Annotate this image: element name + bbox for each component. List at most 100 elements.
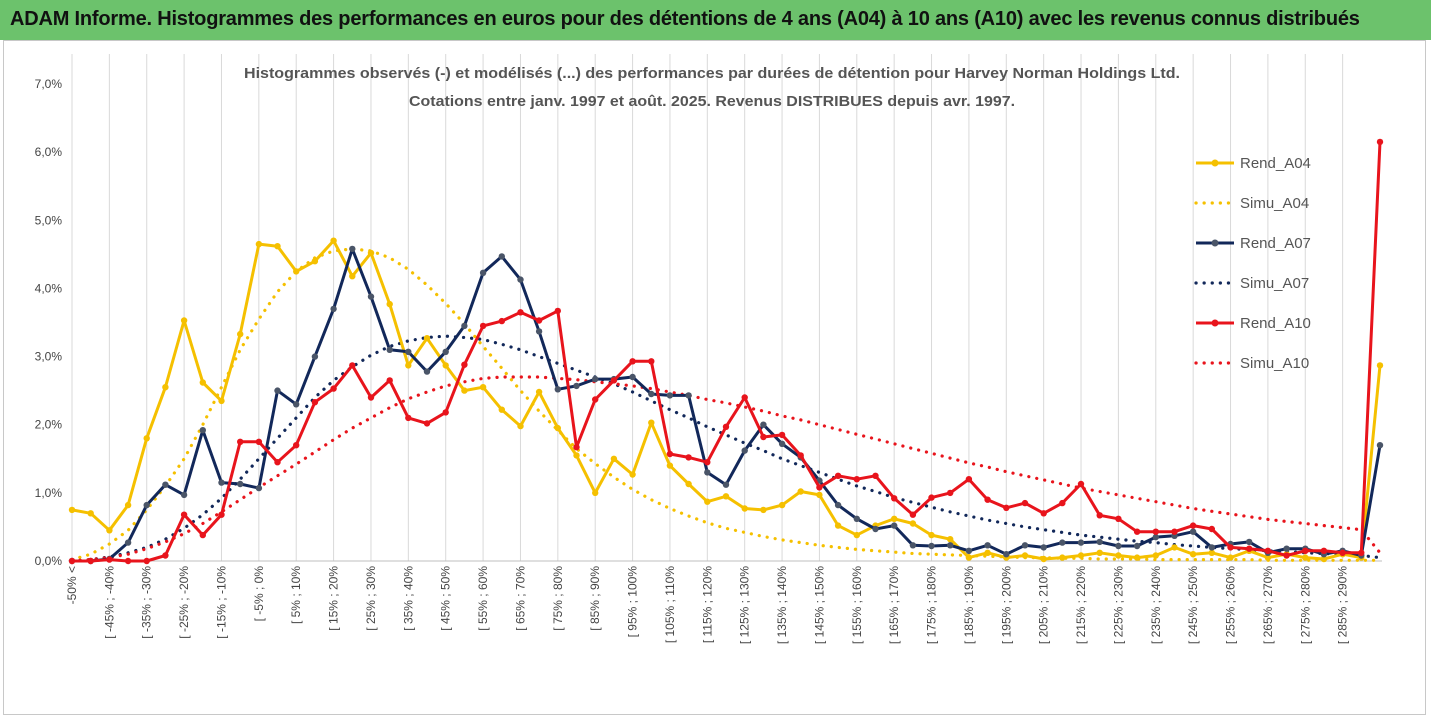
data-point [199, 531, 206, 539]
data-point [704, 469, 711, 476]
data-point [162, 384, 169, 391]
data-point [479, 384, 487, 391]
data-point [1133, 528, 1141, 535]
data-point [947, 536, 954, 543]
data-point [853, 531, 860, 539]
data-point [311, 399, 319, 406]
x-tick-label: [ 195% ; 200% [999, 566, 1013, 644]
data-point [685, 392, 692, 399]
data-point [648, 390, 655, 398]
data-point [666, 450, 674, 458]
data-point [965, 547, 973, 554]
data-point [704, 498, 711, 505]
legend-label: Rend_A04 [1240, 155, 1311, 172]
x-tick-label: [ 235% ; 240% [1149, 566, 1163, 644]
data-point [928, 531, 935, 539]
data-point [573, 452, 580, 459]
data-point [1376, 442, 1384, 449]
data-point [1246, 545, 1253, 552]
data-point [293, 442, 300, 449]
data-point [1115, 515, 1122, 522]
data-point [1189, 528, 1197, 535]
data-point [1152, 552, 1160, 559]
series-line-rend-a04 [71, 239, 1382, 561]
data-point [1208, 525, 1216, 533]
data-point [1339, 549, 1346, 556]
data-point [722, 423, 730, 430]
data-point [1040, 544, 1047, 551]
data-point [461, 387, 468, 394]
data-point [1133, 542, 1141, 550]
data-point [816, 484, 823, 491]
x-tick-label: [ 215% ; 220% [1074, 566, 1088, 644]
data-point [1171, 544, 1178, 551]
data-point [666, 392, 674, 399]
data-point [1189, 522, 1197, 529]
data-point [891, 522, 898, 529]
data-point [853, 476, 860, 483]
data-point [947, 542, 954, 549]
data-point [1227, 544, 1234, 551]
data-point [816, 491, 823, 499]
legend-label: Simu_A07 [1240, 275, 1309, 292]
x-tick-label: [ 205% ; 210% [1037, 566, 1051, 644]
data-point [741, 447, 748, 454]
legend-label: Rend_A07 [1240, 235, 1311, 252]
x-tick-label: [ -25% ; -20% [177, 566, 191, 639]
x-tick-label: [ 85% ; 90% [588, 566, 602, 631]
data-point [442, 348, 449, 355]
y-tick-label: 0,0% [35, 554, 63, 568]
x-tick-labels: -50% < [ -45% ; -40% [ -35% ; -30% [ -25% ;… [65, 566, 1350, 644]
series-line-simu-a07 [70, 334, 1382, 563]
data-point [106, 527, 113, 534]
data-point [1264, 554, 1272, 561]
data-point [648, 358, 655, 365]
grid-lines [71, 54, 1344, 561]
data-point [517, 422, 524, 430]
data-point [330, 385, 337, 392]
data-point [1096, 538, 1103, 546]
data-point [1115, 552, 1122, 559]
x-tick-label: [ 175% ; 180% [925, 566, 939, 644]
data-point [722, 493, 730, 500]
data-point [984, 549, 991, 556]
data-point [293, 268, 300, 275]
data-point [386, 377, 393, 384]
data-point [1302, 554, 1309, 561]
data-point [1021, 542, 1029, 549]
data-point [498, 406, 505, 413]
legend-marker [1211, 239, 1219, 247]
data-point [87, 557, 94, 565]
data-point [237, 480, 244, 488]
x-tick-label: [ 135% ; 140% [775, 566, 789, 644]
data-point [610, 455, 618, 462]
legend-label: Rend_A10 [1240, 315, 1311, 332]
data-point [386, 346, 393, 353]
data-point [1021, 552, 1029, 559]
data-point [685, 480, 692, 488]
x-tick-label: [ 285% ; 290% [1336, 566, 1350, 644]
x-tick-label: [ 145% ; 150% [812, 566, 826, 644]
data-point [1152, 528, 1160, 535]
data-point [1189, 551, 1197, 558]
data-point [349, 245, 356, 253]
x-tick-label: [ 275% ; 280% [1298, 566, 1312, 644]
data-point [479, 322, 487, 330]
legend-marker [1211, 319, 1219, 327]
data-point [199, 379, 206, 386]
x-tick-label: [ 65% ; 70% [513, 566, 527, 631]
data-point [68, 506, 76, 514]
data-point [722, 481, 730, 488]
data-point [274, 387, 281, 394]
x-tick-label: [ 255% ; 260% [1224, 566, 1238, 644]
data-point [367, 394, 375, 401]
data-point [423, 368, 431, 375]
y-tick-label: 3,0% [35, 350, 63, 364]
data-point [778, 440, 786, 447]
data-point [255, 240, 263, 248]
data-point [255, 484, 263, 492]
data-point [442, 362, 449, 369]
data-point [367, 249, 375, 257]
data-point [180, 491, 188, 499]
x-tick-label: [ 125% ; 130% [738, 566, 752, 644]
